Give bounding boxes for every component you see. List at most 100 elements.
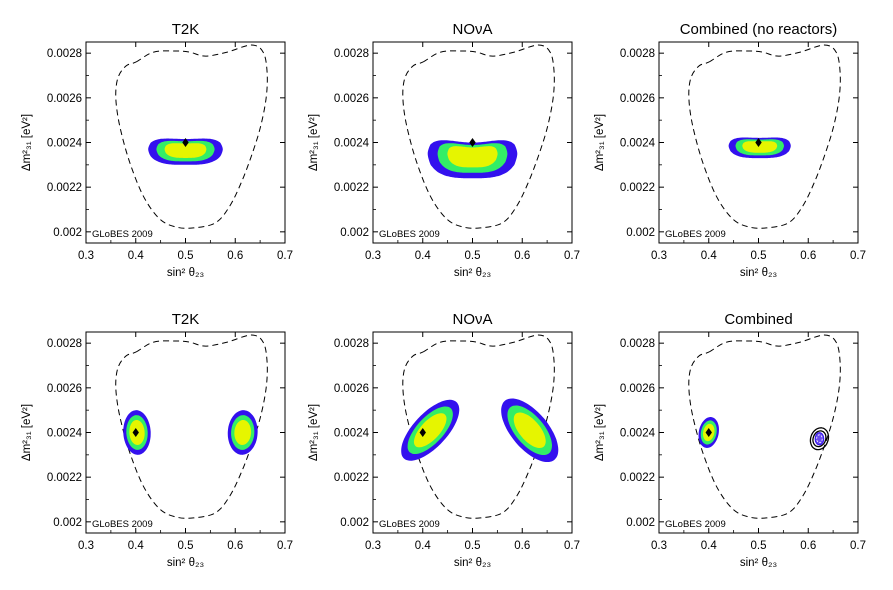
- true-value-marker: [132, 428, 139, 437]
- plot-area: [401, 334, 559, 519]
- y-tick-label: 0.0022: [47, 472, 82, 484]
- x-tick-label: 0.5: [465, 250, 481, 262]
- panel-title: NOνA: [452, 311, 492, 328]
- chart-panel-5: NOνA 0.3 0.4 0.5 0.6 0.7 0.002 0.0022 0.0024 0.00…: [308, 311, 580, 569]
- y-axis-label: Δm²₃₁ [eV²]: [308, 114, 320, 171]
- contour-1sigma: [742, 141, 778, 153]
- overlay-contour-1: [809, 427, 830, 451]
- y-tick-label: 0.0028: [334, 48, 369, 60]
- y-tick-label: 0.0024: [334, 138, 370, 150]
- globes-credit: GLoBES 2009: [379, 229, 440, 240]
- x-tick-label: 0.4: [415, 250, 432, 262]
- x-tick-label: 0.4: [701, 250, 718, 262]
- x-tick-label: 0.6: [227, 540, 243, 552]
- panel-title: T2K: [172, 311, 200, 328]
- x-tick-label: 0.4: [415, 540, 432, 552]
- x-tick-label: 0.3: [78, 540, 94, 552]
- y-tick-label: 0.0028: [620, 48, 655, 60]
- plot-area: [688, 44, 841, 229]
- x-axis-label: sin² θ₂₃: [454, 267, 492, 279]
- y-tick-label: 0.0028: [47, 48, 82, 60]
- fit-region-2: [501, 398, 559, 463]
- x-tick-label: 0.4: [128, 540, 145, 552]
- y-tick-label: 0.002: [53, 227, 82, 239]
- contour-1sigma: [447, 146, 498, 168]
- true-value-marker: [182, 138, 189, 147]
- panel-title: T2K: [172, 21, 200, 38]
- y-tick-label: 0.0024: [47, 138, 83, 150]
- outer-dashed-contour: [688, 44, 841, 229]
- x-tick-label: 0.6: [514, 250, 530, 262]
- x-axis-label: sin² θ₂₃: [167, 267, 205, 279]
- contour-1sigma: [513, 412, 546, 449]
- y-tick-label: 0.002: [53, 517, 82, 529]
- y-tick-label: 0.0022: [47, 182, 82, 194]
- x-tick-label: 0.3: [365, 540, 381, 552]
- y-tick-label: 0.0024: [334, 428, 370, 440]
- globes-credit: GLoBES 2009: [379, 519, 440, 530]
- x-tick-label: 0.7: [277, 540, 293, 552]
- x-tick-label: 0.5: [178, 540, 194, 552]
- outer-dashed-contour: [402, 44, 555, 229]
- globes-credit: GLoBES 2009: [665, 229, 726, 240]
- panel-title: NOνA: [452, 21, 492, 38]
- y-tick-label: 0.0022: [620, 472, 655, 484]
- true-value-marker: [419, 428, 426, 437]
- y-tick-label: 0.0028: [620, 338, 655, 350]
- y-tick-label: 0.0028: [334, 338, 369, 350]
- x-tick-label: 0.5: [751, 250, 767, 262]
- outer-dashed-contour: [688, 334, 841, 519]
- x-tick-label: 0.7: [564, 540, 580, 552]
- x-tick-label: 0.7: [850, 540, 866, 552]
- contour-1sigma: [164, 143, 207, 158]
- y-tick-label: 0.002: [626, 517, 655, 529]
- y-axis-label: Δm²₃₁ [eV²]: [21, 114, 33, 171]
- x-tick-label: 0.6: [800, 540, 816, 552]
- plot-area: [115, 44, 268, 229]
- x-axis-label: sin² θ₂₃: [740, 557, 778, 569]
- y-axis-label: Δm²₃₁ [eV²]: [308, 404, 320, 461]
- y-axis-label: Δm²₃₁ [eV²]: [21, 404, 33, 461]
- globes-credit: GLoBES 2009: [92, 519, 153, 530]
- y-tick-label: 0.0026: [620, 93, 655, 105]
- outer-dashed-contour: [115, 44, 268, 229]
- chart-panel-6: Combined 0.3 0.4 0.5 0.6 0.7 0.002 0.0022 0.0024…: [594, 311, 866, 569]
- x-tick-label: 0.3: [651, 250, 667, 262]
- y-tick-label: 0.0022: [334, 472, 369, 484]
- contour-1sigma: [234, 420, 252, 445]
- x-tick-label: 0.5: [465, 540, 481, 552]
- chart-panel-4: T2K 0.3 0.4 0.5 0.6 0.7 0.002 0.0022 0.0024 0.002…: [21, 311, 293, 569]
- plot-area: [688, 334, 841, 519]
- chart-panel-2: NOνA 0.3 0.4 0.5 0.6 0.7 0.002 0.0022 0.0024 0.00…: [308, 21, 580, 279]
- x-axis-label: sin² θ₂₃: [454, 557, 492, 569]
- y-tick-label: 0.002: [626, 227, 655, 239]
- plot-area: [402, 44, 555, 229]
- contour-white-dashed: [816, 434, 823, 444]
- x-tick-label: 0.3: [651, 540, 667, 552]
- fit-region-2: [227, 410, 258, 455]
- fit-region-1: [728, 137, 791, 159]
- x-tick-label: 0.5: [751, 540, 767, 552]
- x-tick-label: 0.7: [850, 250, 866, 262]
- chart-panel-3: Combined (no reactors) 0.3 0.4 0.5 0.6 0.7 0.0…: [594, 21, 866, 279]
- contour-1sigma: [413, 413, 447, 448]
- overlay-contour-2: [812, 430, 827, 448]
- x-tick-label: 0.7: [564, 250, 580, 262]
- y-tick-label: 0.0024: [620, 428, 656, 440]
- fit-region-1: [401, 399, 460, 461]
- x-tick-label: 0.3: [78, 250, 94, 262]
- x-tick-label: 0.7: [277, 250, 293, 262]
- y-tick-label: 0.0026: [334, 383, 369, 395]
- outer-dashed-contour: [402, 334, 555, 519]
- x-tick-label: 0.5: [178, 250, 194, 262]
- x-tick-label: 0.6: [514, 540, 530, 552]
- y-tick-label: 0.0022: [620, 182, 655, 194]
- x-tick-label: 0.6: [227, 250, 243, 262]
- y-tick-label: 0.0024: [47, 428, 83, 440]
- panel-title: Combined (no reactors): [680, 21, 838, 38]
- y-tick-label: 0.0026: [620, 383, 655, 395]
- outer-dashed-contour: [115, 334, 268, 519]
- y-tick-label: 0.0026: [334, 93, 369, 105]
- y-tick-label: 0.0028: [47, 338, 82, 350]
